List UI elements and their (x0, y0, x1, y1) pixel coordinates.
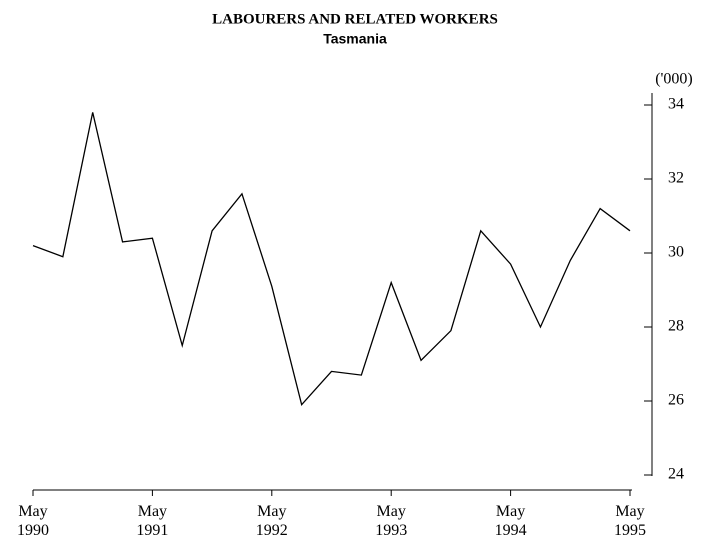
y-tick-label: 28 (668, 318, 684, 335)
x-tick-label: May 1990 (17, 503, 49, 539)
y-tick-label: 26 (668, 392, 684, 409)
chart-title: LABOURERS AND RELATED WORKERS (212, 11, 498, 27)
y-tick-label: 30 (668, 244, 684, 261)
data-line (32, 112, 631, 407)
y-tick-label: 24 (668, 466, 684, 483)
x-tick-label: May 1991 (136, 503, 169, 539)
y-tick-label: 32 (668, 170, 684, 187)
chart-subtitle: Tasmania (323, 31, 387, 47)
y-axis-label: ('000) (655, 71, 693, 88)
x-tick-label: May 1993 (375, 503, 408, 539)
x-tick-label: May 1992 (255, 503, 288, 539)
x-tick-label: May 1994 (494, 503, 527, 539)
y-tick-label: 34 (668, 96, 684, 113)
x-tick-label: May 1995 (614, 503, 646, 539)
